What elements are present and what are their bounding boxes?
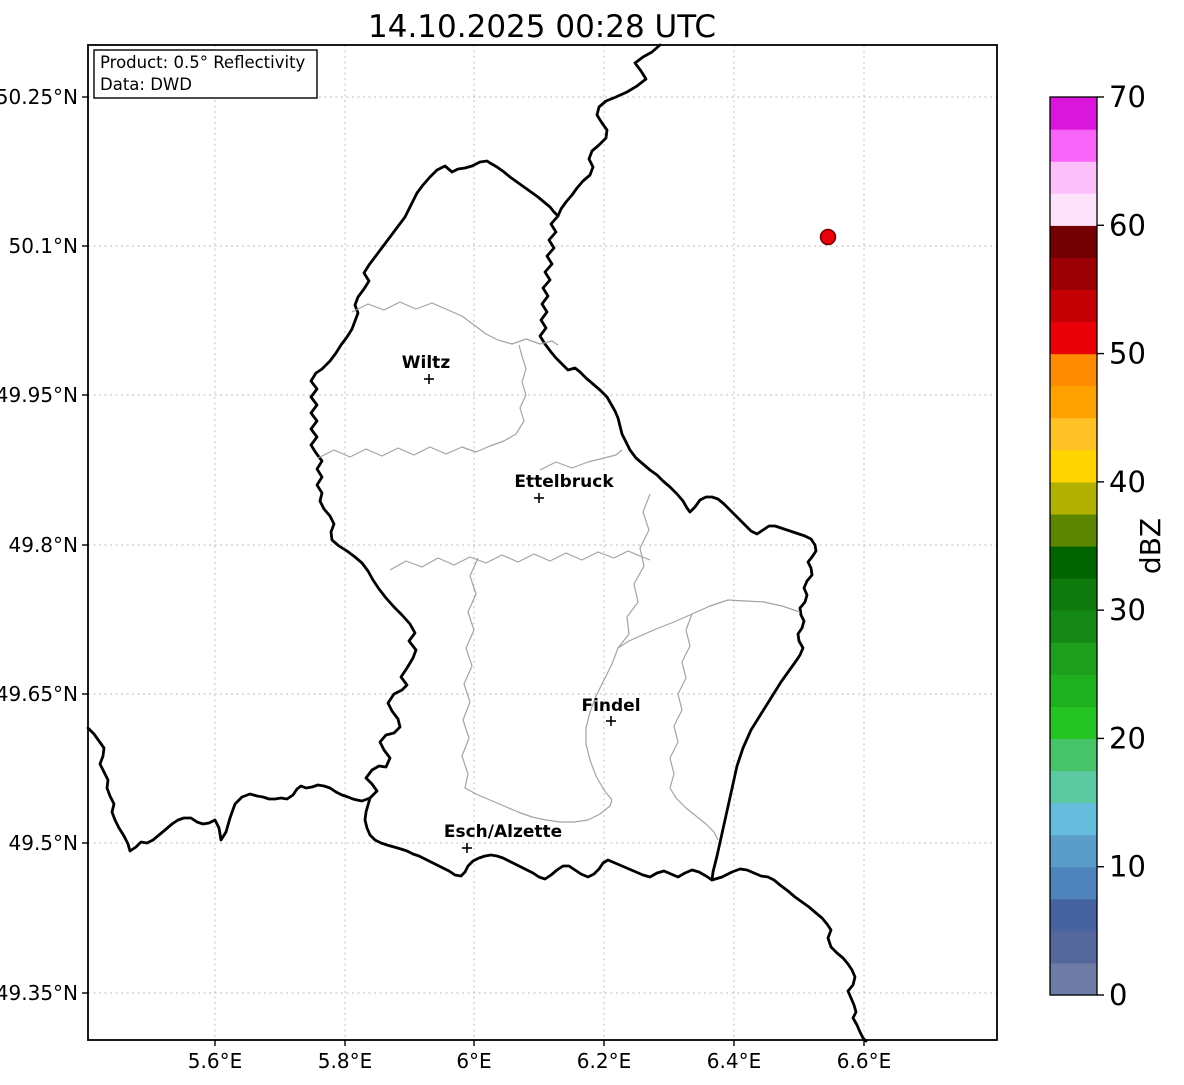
colorbar-segment: [1050, 578, 1097, 611]
city-ettelbruck: Ettelbruck: [514, 472, 614, 503]
colorbar-frame: [1049, 96, 1098, 996]
city-label: Esch/Alzette: [444, 822, 562, 842]
colorbar-segment: [1050, 129, 1097, 162]
colorbar-segment: [1050, 257, 1097, 291]
colorbar-segment: [1050, 834, 1097, 868]
info-box-frame: [93, 49, 318, 99]
y-tick-label: 49.8°N: [9, 533, 79, 557]
canton-borders: [317, 301, 801, 841]
colorbar-segment: [1050, 321, 1097, 355]
colorbar-segment: [1050, 546, 1097, 579]
info-box: Product: 0.5° Reflectivity Data: DWD: [93, 49, 318, 99]
france-germany-border: [710, 867, 868, 1043]
city-wiltz: Wiltz: [402, 353, 451, 384]
x-tick-label: 6°E: [456, 1049, 491, 1073]
city-label: Findel: [581, 696, 640, 716]
luxembourg-border-outline: [309, 159, 818, 882]
canton-border: [539, 449, 623, 471]
canton-border: [585, 493, 651, 801]
colorbar-tick-label: 50: [1109, 337, 1146, 371]
colorbar-unit-label: dBZ: [1134, 518, 1167, 574]
colorbar-segment: [1050, 225, 1097, 258]
canton-border: [389, 550, 651, 571]
colorbar-segment: [1050, 866, 1097, 900]
colorbar-segment: [1050, 417, 1097, 451]
colorbar-segment: [1050, 513, 1097, 547]
belgium-germany-border: [556, 43, 662, 218]
y-tick-label: 50.1°N: [9, 234, 79, 258]
colorbar-segment: [1050, 449, 1097, 483]
canton-border: [669, 613, 719, 841]
colorbar-segment: [1050, 97, 1097, 130]
colorbar-segment: [1050, 610, 1097, 643]
colorbar-segment: [1050, 930, 1097, 964]
colorbar-segment: [1050, 289, 1097, 323]
colorbar-ticks: 0 10 20 30 40 50 60 70: [1097, 80, 1146, 1012]
colorbar-tick-label: 20: [1109, 721, 1146, 755]
colorbar-segment: [1050, 385, 1097, 419]
colorbar-tick-label: 60: [1109, 208, 1146, 242]
canton-border: [317, 344, 527, 459]
y-tick-label: 50.25°N: [0, 85, 78, 109]
city-esch-alzette: Esch/Alzette: [444, 822, 562, 853]
x-tick-label: 6.6°E: [837, 1049, 891, 1073]
map-frame: [87, 44, 998, 1041]
gridlines: [88, 45, 997, 1040]
canton-border: [461, 557, 613, 823]
y-tick-label: 49.5°N: [9, 831, 79, 855]
city-findel: Findel: [581, 696, 641, 726]
info-product-line: Product: 0.5° Reflectivity: [100, 53, 306, 72]
y-tick-label: 49.95°N: [0, 383, 78, 407]
colorbar-tick-label: 30: [1109, 593, 1146, 627]
colorbar-tick-label: 70: [1109, 80, 1146, 114]
colorbar-segment: [1050, 706, 1097, 740]
colorbar-segment: [1050, 353, 1097, 387]
x-tick-label: 6.2°E: [577, 1049, 631, 1073]
colorbar-tick-label: 40: [1109, 465, 1146, 499]
colorbar-segment: [1050, 738, 1097, 772]
city-label: Wiltz: [402, 353, 451, 373]
colorbar-segment: [1050, 481, 1097, 515]
colorbar: [1050, 97, 1097, 996]
axis-ticks: 5.6°E 5.8°E 6°E 6.2°E 6.4°E 6.6°E 50.25°N 50.1°…: [0, 85, 891, 1073]
x-tick-label: 5.6°E: [188, 1049, 242, 1073]
colorbar-segment: [1050, 802, 1097, 836]
info-data-line: Data: DWD: [100, 75, 192, 94]
city-layer: Wiltz Ettelbruck Findel Esch/Alzette: [402, 353, 641, 853]
canton-border: [351, 301, 559, 346]
x-tick-label: 5.8°E: [318, 1049, 372, 1073]
radar-echo-point: [819, 228, 837, 246]
colorbar-segment: [1050, 962, 1097, 996]
city-label: Ettelbruck: [514, 472, 614, 492]
colorbar-segment: [1050, 642, 1097, 675]
figure-title: 14.10.2025 00:28 UTC: [368, 9, 716, 45]
colorbar-tick-label: 0: [1109, 978, 1127, 1012]
y-tick-label: 49.65°N: [0, 682, 78, 706]
y-tick-label: 49.35°N: [0, 981, 78, 1005]
canton-border: [617, 599, 801, 649]
france-belgium-border: [86, 726, 372, 853]
colorbar-segment: [1050, 898, 1097, 932]
colorbar-segment: [1050, 770, 1097, 804]
colorbar-segment: [1050, 161, 1097, 194]
colorbar-segment: [1050, 674, 1097, 707]
colorbar-tick-label: 10: [1109, 850, 1146, 884]
x-tick-label: 6.4°E: [707, 1049, 761, 1073]
colorbar-segment: [1050, 193, 1097, 226]
national-borders: [86, 43, 868, 1043]
